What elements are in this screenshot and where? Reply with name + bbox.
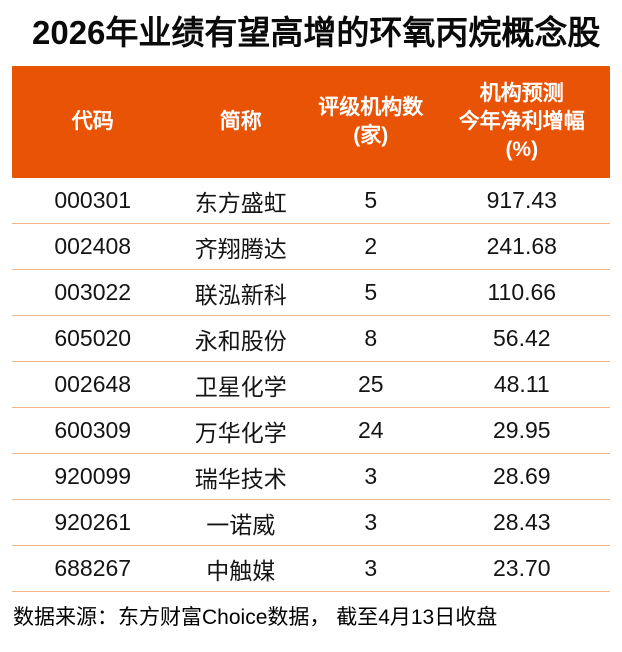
- rating-count: 2: [364, 233, 378, 259]
- profit-growth: 48.11: [493, 371, 550, 397]
- table-row: 605020 永和股份 8 56.42: [12, 316, 610, 362]
- stock-code: 002408: [54, 233, 132, 259]
- rating-count: 25: [357, 371, 384, 397]
- stock-name: 东方盛虹: [194, 189, 287, 216]
- profit-growth: 23.70: [493, 555, 551, 581]
- table-row: 920099 瑞华技术 3 28.69: [12, 454, 610, 500]
- stock-name: 永和股份: [194, 327, 287, 354]
- rating-count: 5: [364, 187, 378, 213]
- table-row: 002648 卫星化学 25 48.11: [12, 362, 610, 408]
- stock-code: 600309: [54, 417, 132, 443]
- rating-count: 8: [364, 325, 378, 351]
- rating-count: 3: [364, 463, 378, 489]
- rating-count: 5: [364, 279, 378, 305]
- profit-growth: 241.68: [486, 233, 557, 259]
- stock-name: 卫星化学: [194, 373, 287, 400]
- profit-growth: 110.66: [487, 279, 557, 305]
- profit-growth: 28.69: [493, 463, 551, 489]
- column-header-code: 代码: [71, 110, 114, 133]
- table-row: 600309 万华化学 24 29.95: [12, 408, 610, 454]
- profit-growth: 917.43: [486, 187, 557, 213]
- profit-growth: 28.43: [493, 509, 551, 535]
- stock-name: 一诺威: [206, 511, 276, 538]
- rating-count: 24: [357, 417, 384, 443]
- data-source-note: 数据来源：东方财富Choice数据， 截至4月13日收盘: [13, 606, 498, 629]
- stock-name: 中触媒: [206, 557, 276, 584]
- column-header-ratings: 评级机构数 (家): [318, 96, 424, 147]
- stock-name: 联泓新科: [194, 281, 287, 308]
- stock-name: 瑞华技术: [194, 465, 287, 492]
- column-header-growth: 机构预测 今年净利增幅 (%): [458, 82, 585, 161]
- stock-code: 002648: [54, 371, 132, 397]
- table-row: 003022 联泓新科 5 110.66: [12, 270, 610, 316]
- stock-code: 605020: [54, 325, 132, 351]
- stock-code: 688267: [54, 555, 132, 581]
- profit-growth: 29.95: [493, 417, 551, 443]
- rating-count: 3: [364, 509, 378, 535]
- table-header-row: 代码 简称 评级机构数 (家) 机构预测 今年净利增幅 (%): [12, 66, 610, 178]
- stock-code: 920099: [54, 463, 132, 489]
- stock-code: 920261: [54, 509, 132, 535]
- table-row: 688267 中触媒 3 23.70: [12, 546, 610, 592]
- column-header-name: 简称: [219, 110, 262, 133]
- stock-name: 万华化学: [194, 419, 287, 446]
- rating-count: 3: [364, 555, 378, 581]
- table-row: 000301 东方盛虹 5 917.43: [12, 178, 610, 224]
- stock-code: 003022: [54, 279, 132, 305]
- table-row: 920261 一诺威 3 28.43: [12, 500, 610, 546]
- profit-growth: 56.42: [493, 325, 551, 351]
- stock-code: 000301: [54, 187, 132, 213]
- stock-name: 齐翔腾达: [194, 235, 287, 262]
- table-row: 002408 齐翔腾达 2 241.68: [12, 224, 610, 270]
- page-title: 2026年业绩有望高增的环氧丙烷概念股: [32, 14, 601, 51]
- stock-table: 代码 简称 评级机构数 (家) 机构预测 今年净利增幅 (%) 000301 东…: [12, 66, 610, 592]
